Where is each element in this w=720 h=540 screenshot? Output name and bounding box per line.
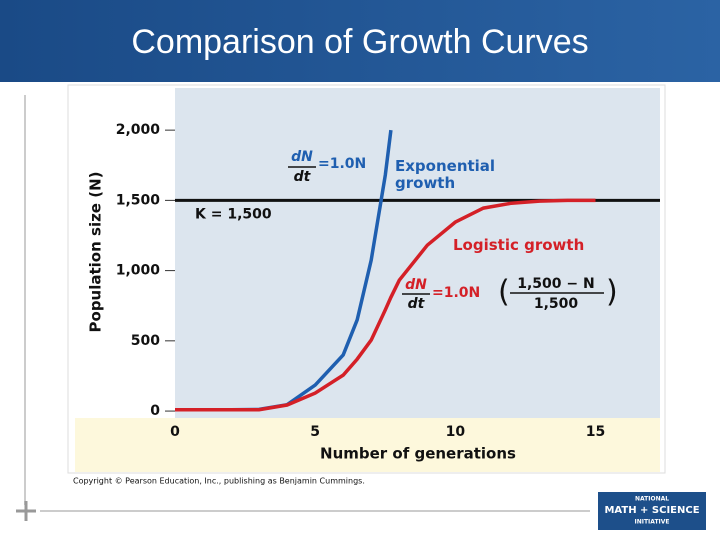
y-axis-label: Population size (N) (87, 172, 105, 333)
logo-text: NATIONAL (635, 496, 669, 503)
plus-icon (16, 501, 36, 521)
y-tick-label: 0 (150, 403, 160, 419)
series-line (175, 198, 596, 412)
formula-rhs: =1.0N (432, 285, 480, 301)
formula-numerator: 1,500 − N (517, 276, 594, 292)
plot-area (175, 88, 660, 418)
x-tick-label: 5 (310, 424, 320, 440)
y-tick-label: 2,000 (116, 122, 161, 138)
axis-band (75, 418, 660, 472)
formula-denominator: 1,500 (534, 296, 579, 312)
slide-title: Comparison of Growth Curves (131, 23, 588, 61)
reference-label: K = 1,500 (195, 206, 272, 222)
title-banner (0, 0, 720, 82)
formula-denominator: dt (294, 169, 312, 185)
series-label: Exponential growth (395, 157, 496, 192)
paren: ) (606, 275, 618, 310)
y-tick-label: 1,000 (116, 263, 161, 279)
x-tick-label: 15 (586, 424, 605, 440)
logo-text: MATH + SCIENCE (604, 505, 699, 516)
logo-text: INITIATIVE (634, 519, 669, 526)
formula-denominator: dt (408, 296, 426, 312)
x-tick-label: 10 (446, 424, 466, 440)
paren: ( (498, 275, 510, 310)
formula-rhs: =1.0N (318, 156, 366, 172)
y-tick-label: 1,500 (116, 192, 161, 208)
x-tick-label: 0 (170, 424, 180, 440)
logo-box (598, 492, 706, 530)
y-tick-label: 500 (131, 333, 160, 349)
formula-numerator: dN (291, 149, 313, 165)
series-label: Logistic growth (453, 236, 585, 254)
x-axis-label: Number of generations (320, 445, 516, 463)
formula-numerator: dN (405, 277, 427, 293)
copyright: Copyright © Pearson Education, Inc., pub… (73, 477, 365, 486)
